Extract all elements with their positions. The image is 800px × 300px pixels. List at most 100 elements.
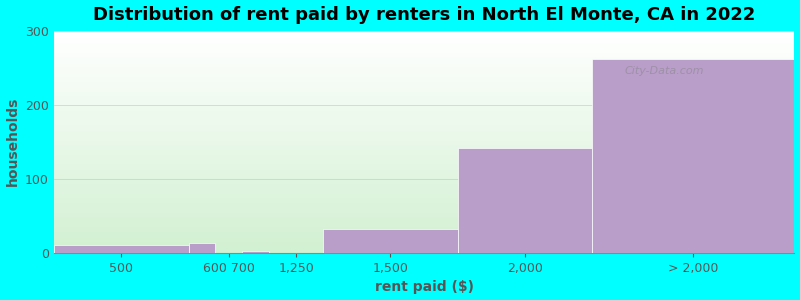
Bar: [54, 82, 794, 83]
Bar: [54, 64, 794, 65]
Bar: [54, 245, 794, 246]
Bar: [189, 243, 215, 253]
Bar: [54, 87, 794, 88]
Bar: [54, 190, 794, 192]
Bar: [54, 233, 794, 234]
Bar: [54, 103, 794, 104]
Bar: [54, 95, 794, 96]
Bar: [54, 63, 794, 64]
Bar: [54, 169, 794, 171]
Bar: [54, 193, 794, 194]
Bar: [54, 70, 794, 71]
Bar: [54, 245, 189, 253]
Bar: [54, 94, 794, 95]
Bar: [54, 48, 794, 50]
Bar: [54, 35, 794, 36]
Bar: [54, 124, 794, 125]
Bar: [54, 53, 794, 54]
Bar: [54, 208, 794, 209]
Bar: [54, 78, 794, 80]
Bar: [54, 184, 794, 185]
Bar: [54, 236, 794, 237]
Bar: [54, 122, 794, 123]
Bar: [54, 45, 794, 46]
Bar: [54, 98, 794, 100]
Bar: [54, 179, 794, 181]
Bar: [54, 212, 794, 213]
Bar: [54, 134, 794, 135]
Bar: [54, 226, 794, 227]
Bar: [54, 137, 794, 138]
Bar: [593, 59, 794, 253]
Bar: [54, 188, 794, 190]
Bar: [54, 125, 794, 126]
Bar: [54, 85, 794, 86]
Bar: [54, 163, 794, 164]
Bar: [54, 192, 794, 193]
Bar: [54, 154, 794, 155]
Bar: [54, 211, 794, 212]
Bar: [54, 204, 794, 205]
Bar: [54, 157, 794, 158]
Bar: [54, 225, 794, 226]
Bar: [54, 242, 794, 243]
Bar: [54, 235, 794, 236]
Bar: [54, 119, 794, 121]
Bar: [54, 231, 794, 232]
Bar: [54, 128, 794, 130]
Bar: [54, 67, 794, 68]
Bar: [54, 214, 794, 215]
Bar: [54, 230, 794, 231]
Bar: [54, 222, 794, 223]
Bar: [54, 76, 794, 77]
Bar: [54, 104, 794, 105]
Bar: [54, 111, 794, 112]
Bar: [54, 243, 794, 244]
Bar: [54, 57, 794, 59]
Bar: [54, 58, 794, 60]
Bar: [54, 202, 794, 203]
Bar: [54, 123, 794, 124]
Bar: [54, 144, 794, 145]
Bar: [54, 227, 794, 228]
Bar: [54, 31, 794, 32]
Bar: [54, 61, 794, 62]
Title: Distribution of rent paid by renters in North El Monte, CA in 2022: Distribution of rent paid by renters in …: [93, 6, 755, 24]
Bar: [54, 116, 794, 117]
Bar: [54, 113, 794, 114]
Bar: [54, 47, 794, 48]
Bar: [54, 130, 794, 131]
Bar: [54, 250, 794, 252]
Bar: [54, 96, 794, 97]
Bar: [54, 156, 794, 157]
Bar: [54, 148, 794, 149]
Bar: [54, 100, 794, 101]
Bar: [54, 136, 794, 137]
Bar: [54, 106, 794, 107]
Bar: [54, 215, 794, 216]
Bar: [54, 175, 794, 176]
Bar: [54, 97, 794, 98]
Bar: [54, 166, 794, 167]
Bar: [54, 105, 794, 106]
Y-axis label: households: households: [6, 97, 19, 187]
Bar: [54, 75, 794, 76]
Bar: [54, 89, 794, 91]
Bar: [54, 32, 794, 33]
Bar: [54, 217, 794, 218]
Bar: [54, 138, 794, 140]
Bar: [54, 86, 794, 87]
Bar: [54, 152, 794, 153]
Bar: [54, 182, 794, 183]
Bar: [54, 232, 794, 233]
Bar: [54, 84, 794, 85]
Bar: [54, 224, 794, 225]
Bar: [54, 168, 794, 169]
Bar: [54, 38, 794, 40]
Bar: [54, 146, 794, 147]
Bar: [54, 237, 794, 238]
Bar: [54, 77, 794, 78]
Bar: [54, 126, 794, 127]
Bar: [54, 108, 794, 110]
X-axis label: rent paid ($): rent paid ($): [374, 280, 474, 294]
